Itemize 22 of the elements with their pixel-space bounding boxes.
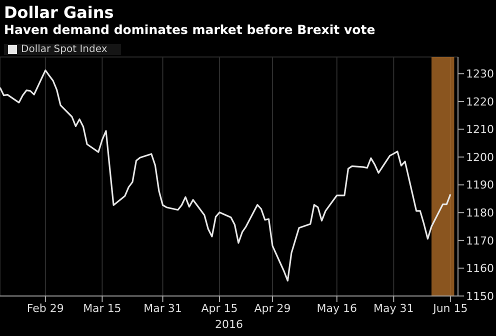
x-tick-label: Apr 15 [201, 302, 238, 315]
x-tick-label: Apr 29 [254, 302, 291, 315]
chart-subtitle: Haven demand dominates market before Brexit vote [4, 22, 376, 37]
y-tick-label: 1210 [466, 123, 494, 136]
x-tick-label: May 16 [316, 302, 357, 315]
x-axis-title: 2016 [215, 318, 243, 331]
y-tick-label: 1190 [466, 178, 494, 192]
x-tick-label: Mar 31 [144, 302, 182, 315]
y-tick-label: 1160 [466, 262, 494, 276]
line-series [0, 70, 452, 282]
y-tick-label: 1150 [466, 290, 494, 303]
legend-label: Dollar Spot Index [21, 44, 108, 55]
x-tick-label: May 31 [374, 302, 414, 315]
y-tick-label: 1180 [466, 206, 494, 220]
x-tick-label: Mar 15 [83, 302, 122, 315]
x-tick-label: Jun 15 [432, 302, 468, 315]
y-tick-label: 1200 [466, 150, 494, 164]
y-tick-label: 1220 [466, 95, 494, 108]
chart-title: Dollar Gains [4, 3, 114, 22]
y-tick-label: 1170 [466, 234, 494, 248]
x-tick-label: Feb 29 [26, 302, 64, 315]
y-tick-label: 1230 [466, 68, 494, 81]
